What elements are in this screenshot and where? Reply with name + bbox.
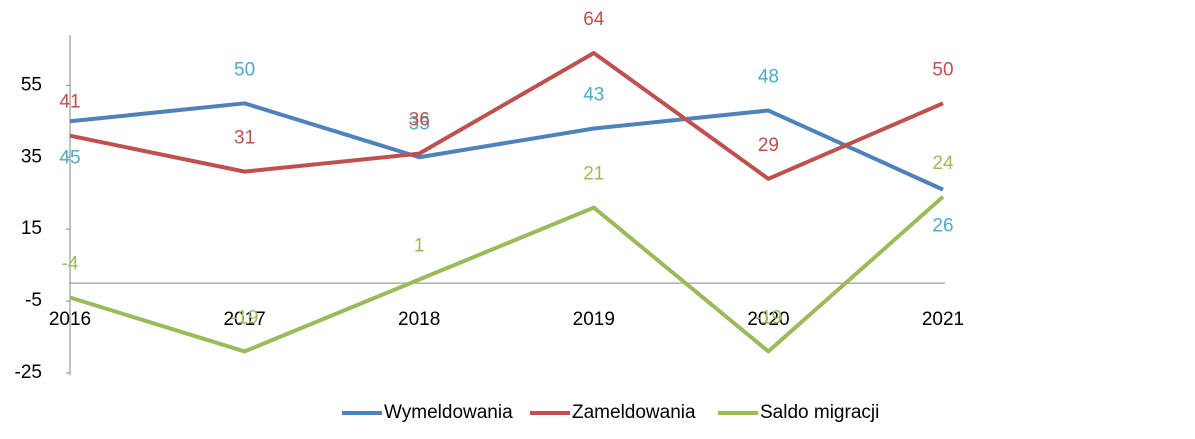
data-label: -19: [231, 307, 258, 328]
series-line: [69, 50, 944, 181]
x-tick-label: 2021: [922, 309, 964, 330]
data-label: 64: [583, 9, 605, 30]
data-label: 29: [758, 135, 779, 156]
legend-label: Zameldowania: [572, 402, 696, 423]
x-tick-label: 2018: [398, 309, 440, 330]
x-tick-label: 2019: [573, 309, 615, 330]
data-label: 24: [932, 153, 954, 174]
data-label: 45: [59, 147, 80, 168]
data-label: 1: [414, 236, 425, 257]
x-tick-label: 2020: [747, 309, 789, 330]
y-tick-label: 35: [21, 146, 42, 167]
data-label: 21: [583, 164, 604, 185]
data-label: 50: [932, 59, 953, 80]
data-label: 43: [583, 85, 604, 106]
y-tick-label: -25: [15, 362, 42, 383]
data-label: 50: [234, 59, 255, 80]
y-tick-label: -5: [25, 290, 42, 311]
data-label: 31: [234, 128, 255, 149]
x-tick-label: 2016: [49, 309, 91, 330]
legend-label: Saldo migracji: [760, 402, 879, 423]
series-line: [69, 195, 945, 354]
x-tick-label: 2017: [223, 309, 265, 330]
legend-label: Wymeldowania: [384, 402, 513, 423]
y-tick-label: 15: [21, 218, 42, 239]
data-label: -4: [62, 254, 79, 275]
data-label: 48: [758, 67, 779, 88]
data-label: 26: [932, 216, 953, 237]
data-label: 35: [409, 113, 430, 134]
data-label: 36: [409, 110, 430, 131]
y-tick-label: 55: [21, 74, 42, 95]
data-label: 41: [59, 92, 80, 113]
data-label: -19: [755, 307, 782, 328]
series-line: [69, 101, 944, 192]
